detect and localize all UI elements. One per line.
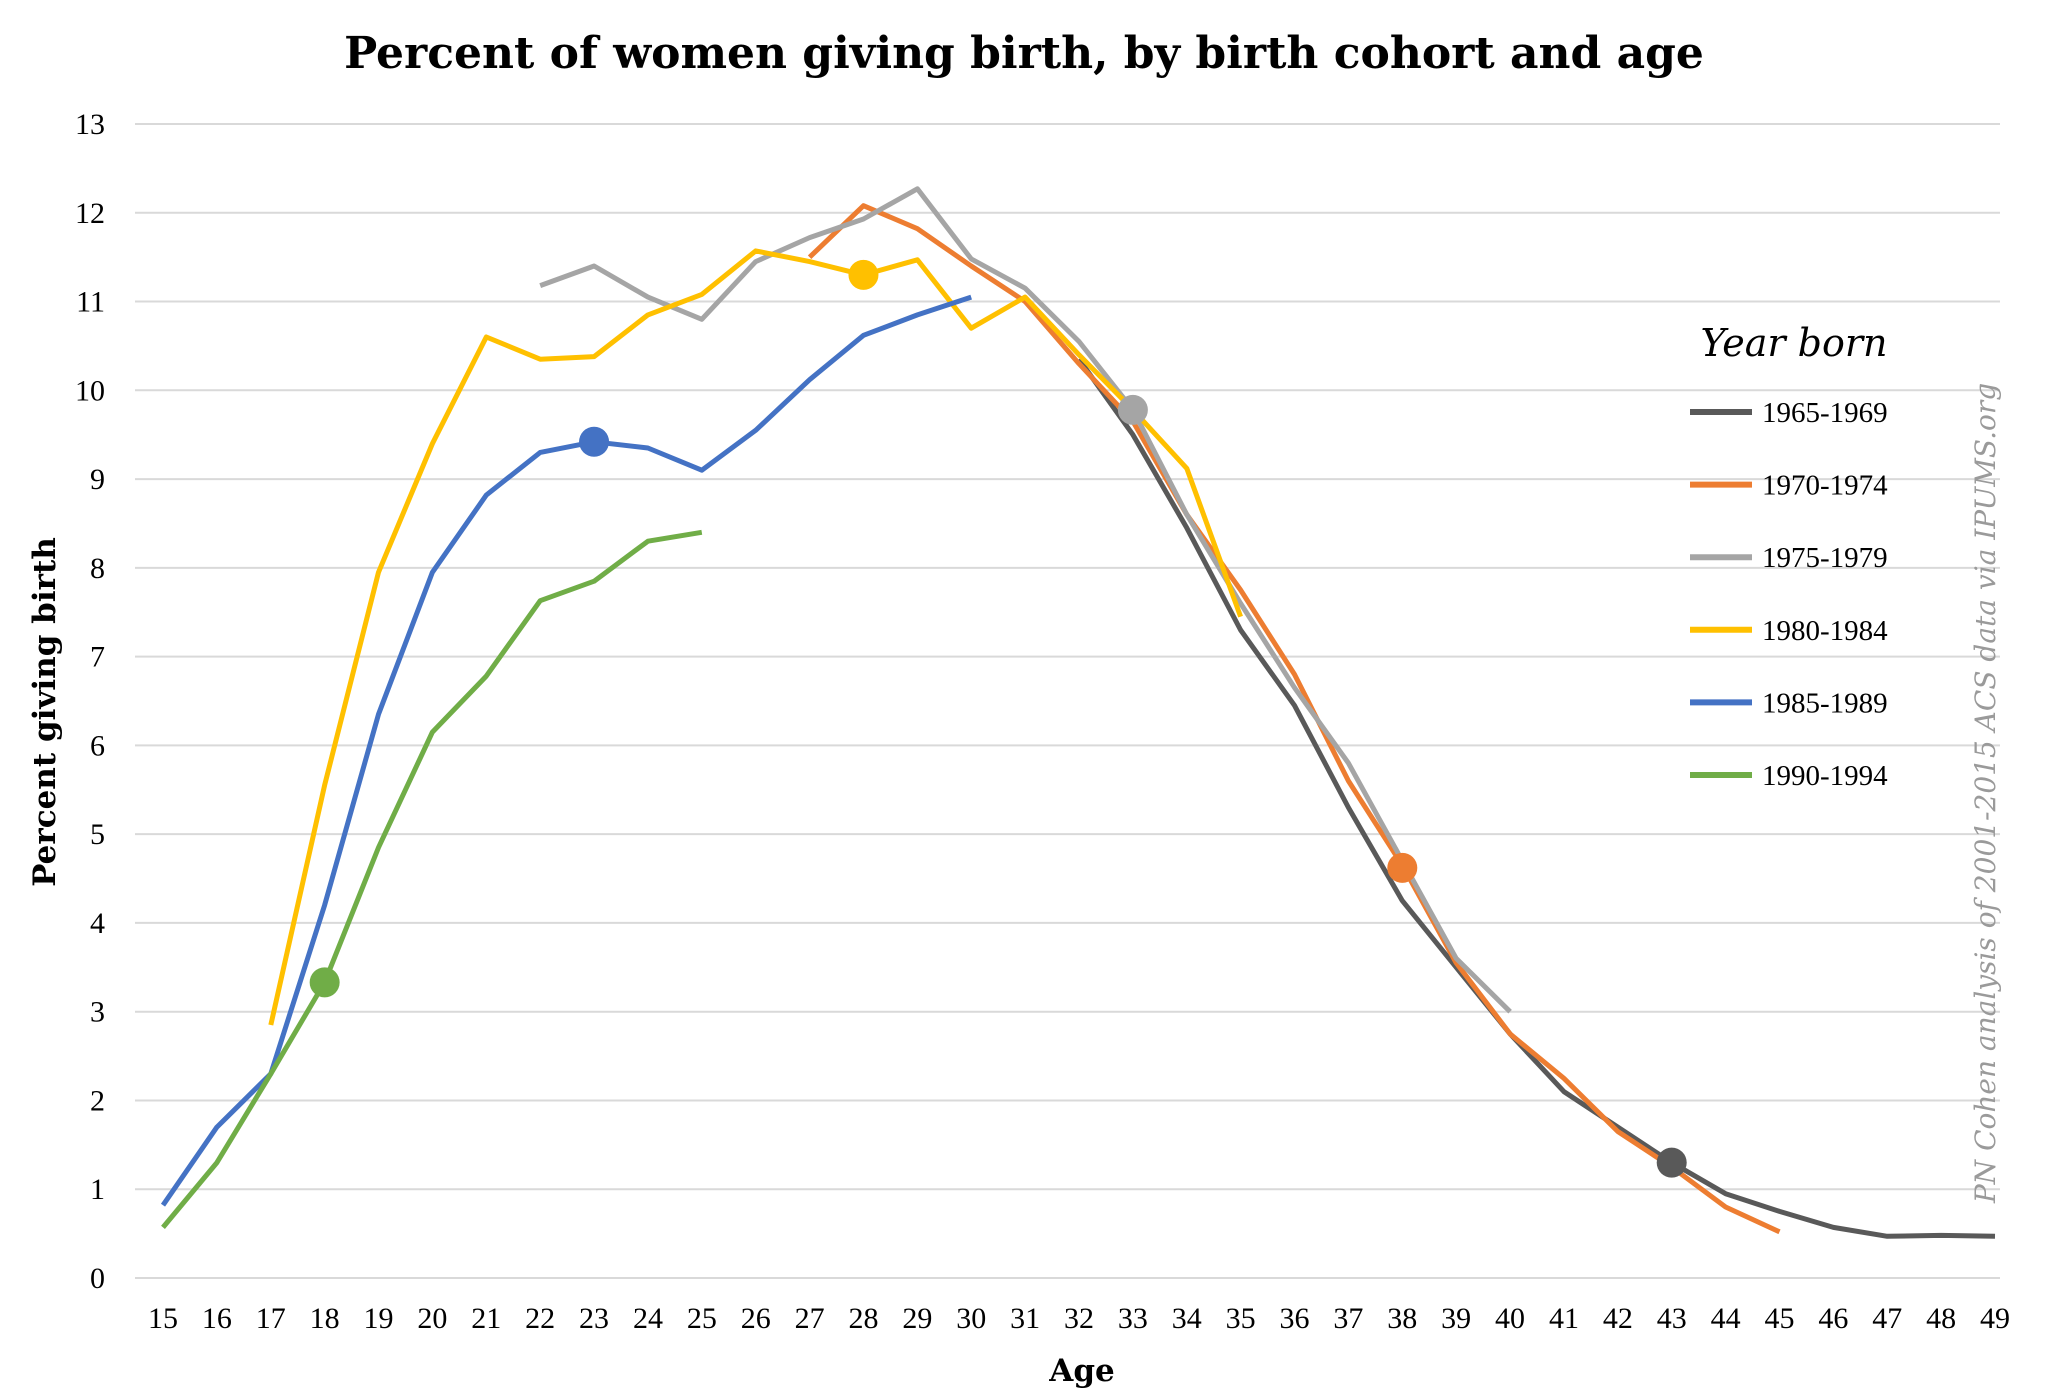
x-tick-label: 45 <box>1764 1302 1794 1335</box>
x-axis-ticks: 15 16 17 18 19 20 21 22 23 24 25 26 27 28 29 30 31 32 33 34… <box>148 1302 2010 1335</box>
y-tick-label: 3 <box>90 996 105 1029</box>
legend-label: 1985-1989 <box>1762 687 1888 719</box>
x-tick-label: 24 <box>633 1302 663 1335</box>
y-tick-label: 13 <box>75 108 105 141</box>
credit-watermark: PN Cohen analysis of 2001-2015 ACS data … <box>1969 383 2002 1204</box>
y-tick-label: 6 <box>90 729 105 762</box>
x-tick-label: 18 <box>310 1302 340 1335</box>
y-tick-label: 0 <box>90 1262 105 1295</box>
series-lines <box>160 186 1996 1239</box>
legend-title: Year born <box>1700 321 1887 365</box>
x-tick-label: 15 <box>148 1302 178 1335</box>
x-tick-label: 39 <box>1441 1302 1471 1335</box>
legend-label: 1975-1979 <box>1762 542 1888 574</box>
x-tick-label: 17 <box>256 1302 286 1335</box>
series-markers <box>309 259 1687 1178</box>
y-tick-label: 11 <box>76 286 105 319</box>
legend: Year born 1965-1969 1970-1974 1975-1979 198… <box>1690 321 1888 792</box>
series-marker-1970-1974 <box>1387 852 1418 883</box>
x-tick-label: 43 <box>1657 1302 1687 1335</box>
x-tick-label: 28 <box>848 1302 878 1335</box>
y-tick-label: 4 <box>90 907 105 940</box>
series-marker-1980-1984 <box>848 259 879 290</box>
legend-label: 1970-1974 <box>1762 470 1888 502</box>
y-tick-label: 5 <box>90 818 105 851</box>
x-tick-label: 25 <box>687 1302 717 1335</box>
y-tick-label: 9 <box>90 463 105 496</box>
series-line-1985-1989 <box>160 294 972 1207</box>
y-axis-title: Percent giving birth <box>27 537 63 887</box>
x-tick-label: 38 <box>1387 1302 1417 1335</box>
y-tick-label: 2 <box>90 1084 105 1117</box>
x-tick-label: 42 <box>1603 1302 1633 1335</box>
x-tick-label: 49 <box>1980 1302 2010 1335</box>
series-line-1970-1974 <box>807 203 1781 1235</box>
x-tick-label: 23 <box>579 1302 609 1335</box>
x-tick-label: 26 <box>741 1302 771 1335</box>
legend-label: 1990-1994 <box>1762 760 1888 792</box>
x-tick-label: 44 <box>1711 1302 1741 1335</box>
x-tick-label: 37 <box>1333 1302 1363 1335</box>
x-tick-label: 48 <box>1926 1302 1956 1335</box>
x-tick-label: 21 <box>471 1302 501 1335</box>
y-tick-label: 12 <box>75 197 105 230</box>
y-tick-label: 7 <box>90 641 105 674</box>
x-tick-label: 35 <box>1226 1302 1256 1335</box>
x-tick-label: 19 <box>364 1302 394 1335</box>
x-tick-label: 41 <box>1549 1302 1579 1335</box>
series-marker-1990-1994 <box>309 967 340 998</box>
legend-label: 1965-1969 <box>1762 397 1888 429</box>
legend-label: 1980-1984 <box>1762 615 1888 647</box>
x-axis-title: Age <box>1048 1353 1114 1389</box>
y-tick-label: 1 <box>90 1173 105 1206</box>
x-tick-label: 33 <box>1118 1302 1148 1335</box>
x-tick-label: 40 <box>1495 1302 1525 1335</box>
series-marker-1965-1969 <box>1656 1147 1687 1178</box>
x-tick-label: 31 <box>1010 1302 1040 1335</box>
x-tick-label: 30 <box>956 1302 986 1335</box>
x-tick-label: 27 <box>795 1302 825 1335</box>
series-marker-1985-1989 <box>579 426 610 457</box>
x-tick-label: 16 <box>202 1302 232 1335</box>
y-tick-label: 10 <box>75 374 105 407</box>
chart-title: Percent of women giving birth, by birth … <box>344 28 1704 79</box>
x-tick-label: 47 <box>1872 1302 1902 1335</box>
series-line-1975-1979 <box>539 186 1512 1014</box>
x-tick-label: 20 <box>417 1302 447 1335</box>
series-marker-1975-1979 <box>1117 394 1148 425</box>
x-tick-label: 46 <box>1818 1302 1848 1335</box>
y-tick-label: 8 <box>90 552 105 585</box>
x-tick-label: 36 <box>1280 1302 1310 1335</box>
x-tick-label: 34 <box>1172 1302 1202 1335</box>
x-tick-label: 22 <box>525 1302 555 1335</box>
x-tick-label: 29 <box>902 1302 932 1335</box>
series-line-1965-1969 <box>1076 357 1996 1239</box>
gridlines <box>135 123 2000 1279</box>
series-line-1990-1994 <box>161 529 703 1229</box>
series-line-1980-1984 <box>268 248 1243 1026</box>
x-tick-label: 32 <box>1064 1302 1094 1335</box>
